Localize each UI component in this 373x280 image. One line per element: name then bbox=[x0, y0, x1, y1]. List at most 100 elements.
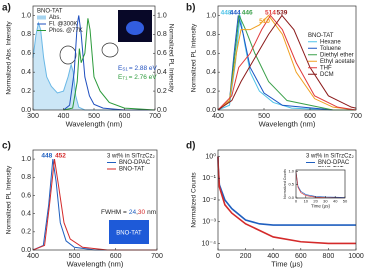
legend-label: THF bbox=[320, 65, 332, 71]
y-tick-label: 0.0 bbox=[21, 107, 31, 114]
fwhm-separator: , bbox=[136, 209, 138, 216]
y-tick-label: 10⁰ bbox=[205, 152, 216, 160]
legend-label: Phos. @77K bbox=[49, 28, 83, 34]
x-tick-label: 700 bbox=[149, 113, 161, 120]
inset-photo bbox=[109, 220, 149, 244]
x-tick-label: 600 bbox=[304, 113, 316, 120]
x-tick-label: 500 bbox=[68, 253, 80, 260]
plot-frame bbox=[217, 5, 357, 111]
fwhm-unit: nm bbox=[147, 209, 156, 216]
x-tick-label: 600 bbox=[295, 253, 307, 260]
y-tick-label: 0.2 bbox=[21, 229, 31, 236]
y-axis-label: Normalized Counts bbox=[283, 169, 287, 199]
annotation-subscript: T1 bbox=[122, 76, 128, 81]
y-tick-label: 1.0 bbox=[21, 12, 31, 19]
photo-glow bbox=[126, 21, 144, 35]
legend-label: BNO-DPAC bbox=[318, 160, 350, 166]
y2-tick-label: 0.6 bbox=[157, 50, 167, 57]
panel-label: c) bbox=[2, 141, 11, 152]
x-tick-label: 30 bbox=[323, 199, 328, 204]
series-line bbox=[63, 15, 155, 111]
series-line bbox=[32, 159, 157, 251]
legend-label: BNO-TAT bbox=[119, 167, 145, 173]
series-line bbox=[217, 14, 357, 111]
x-tick-label: 400 bbox=[212, 113, 224, 120]
y-tick-label: 0.2 bbox=[21, 88, 31, 95]
panel-label: d) bbox=[186, 141, 195, 152]
x-axis-label: Wavelength (nm) bbox=[66, 120, 123, 129]
series-line bbox=[63, 18, 156, 111]
series-line bbox=[217, 14, 357, 111]
y-tick-label: 0.0 bbox=[288, 195, 294, 200]
y2-tick-label: 0.4 bbox=[157, 69, 167, 76]
plot-frame bbox=[295, 169, 346, 199]
axis-marker bbox=[59, 45, 77, 65]
series-line bbox=[32, 159, 157, 251]
x-tick-label: 1000 bbox=[348, 253, 364, 260]
x-tick-label: 600 bbox=[119, 113, 131, 120]
area bbox=[33, 23, 155, 110]
x-axis-label: Wavelength (nm) bbox=[67, 260, 124, 269]
peak-label: 452 bbox=[55, 153, 66, 160]
x-tick-label: 700 bbox=[151, 253, 163, 260]
x-tick-label: 0 bbox=[216, 253, 220, 260]
y2-axis-label: Normalized PL Intensity bbox=[167, 24, 174, 93]
series-line bbox=[217, 13, 356, 111]
y-axis-label: Normalized Counts bbox=[191, 172, 198, 228]
annotation-text: = 2.88 eV bbox=[129, 65, 158, 72]
y-tick-label: 0.8 bbox=[21, 174, 31, 181]
y-tick-label: 0.5 bbox=[288, 182, 294, 187]
legend-label: Abs. bbox=[49, 15, 61, 21]
y-tick-label: 10⁻² bbox=[202, 197, 216, 204]
y-tick-label: 0.8 bbox=[21, 31, 31, 38]
y2-tick-label: 0.8 bbox=[157, 31, 167, 38]
y-axis-label: Normalized PL Intensity bbox=[6, 165, 13, 234]
x-tick-label: 50 bbox=[343, 199, 348, 204]
x-tick-label: 600 bbox=[110, 253, 122, 260]
y-tick-label: 0.6 bbox=[21, 192, 31, 199]
annotation: ES1= 2.88 eV bbox=[118, 65, 158, 72]
panel-label: b) bbox=[186, 3, 195, 14]
series-line bbox=[217, 15, 356, 111]
y2-tick-label: 1.0 bbox=[157, 12, 167, 19]
peak-label: 510 bbox=[259, 18, 270, 25]
y-tick-label: 0.2 bbox=[206, 88, 216, 95]
legend-swatch bbox=[37, 15, 46, 20]
peak-label: 448 bbox=[221, 10, 232, 17]
x-tick-label: 400 bbox=[267, 253, 279, 260]
inset-background bbox=[282, 167, 348, 212]
x-tick-label: 500 bbox=[258, 113, 270, 120]
x-axis-label: Wavelength (nm) bbox=[259, 120, 316, 129]
y-tick-label: 1.0 bbox=[21, 156, 31, 163]
y2-tick-label: 0.0 bbox=[157, 107, 167, 114]
legend-title: BNO-TAT bbox=[308, 33, 334, 39]
x-tick-label: 800 bbox=[323, 253, 335, 260]
fwhm: FWHM = 24,30 nm bbox=[101, 209, 156, 216]
peak-label: 446 bbox=[242, 10, 253, 17]
y-tick-label: 0.0 bbox=[21, 247, 31, 254]
y-tick-label: 0.0 bbox=[206, 107, 216, 114]
x-tick-label: 400 bbox=[58, 113, 70, 120]
fwhm-value: 30 bbox=[138, 209, 146, 216]
legend-label: Toluene bbox=[320, 46, 342, 52]
x-axis-label: Time (μs) bbox=[311, 204, 330, 209]
annotation-symbol: E bbox=[118, 65, 123, 72]
y-tick-label: 10⁻³ bbox=[202, 219, 216, 226]
peak-label: 514 bbox=[265, 10, 276, 17]
legend-label: Ethyl acetate bbox=[320, 59, 355, 65]
y-tick-label: 0.6 bbox=[21, 50, 31, 57]
legend-label: Fl. @300K bbox=[49, 22, 77, 28]
x-tick-label: 200 bbox=[240, 253, 252, 260]
y-tick-label: 10⁻⁴ bbox=[202, 240, 217, 247]
legend-title: 3 wt% in SiTrzCz₂ bbox=[306, 154, 354, 160]
x-tick-label: 0 bbox=[295, 199, 298, 204]
y-tick-label: 0.4 bbox=[206, 69, 216, 76]
y-tick-label: 0.6 bbox=[206, 50, 216, 57]
annotation-text: = 2.76 eV bbox=[129, 74, 158, 81]
fwhm-value: 24 bbox=[129, 209, 137, 216]
legend-title: 3 wt% in SiTrzCz₂ bbox=[107, 154, 155, 160]
y-tick-label: 0.4 bbox=[21, 69, 31, 76]
axis-marker bbox=[101, 42, 119, 58]
y-tick-label: 0.4 bbox=[21, 210, 31, 217]
series-line bbox=[32, 21, 155, 111]
